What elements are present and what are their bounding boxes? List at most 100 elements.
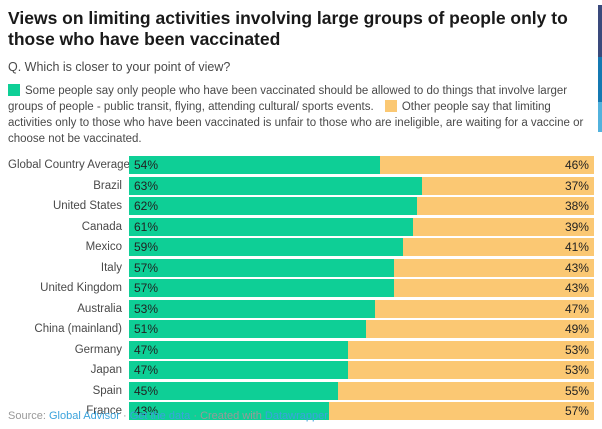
footer: Source: Global Advisor · Get the data · … [8,410,328,422]
bar-value-left: 51% [134,322,159,337]
bar: 43% 57% [129,402,594,421]
datawrapper-link[interactable]: Datawrapper [264,410,328,422]
bar-segment-left: 61% [129,217,413,236]
legend: Some people say only people who have bee… [8,83,592,147]
bar-value-right: 39% [564,219,589,234]
edge-strip-segment [598,5,602,57]
row-label: Mexico [85,241,122,254]
bar-segment-left: 53% [129,299,376,318]
table-row: Global Country Average 54% 46% [8,156,594,175]
bar-value-right: 57% [564,404,589,419]
row-label: China (mainland) [34,323,122,336]
bar-value-left: 54% [134,158,159,173]
source-link[interactable]: Global Advisor [48,410,120,422]
bar: 62% 38% [129,197,594,216]
legend-swatch-green [8,84,20,97]
bar-value-right: 41% [564,240,589,255]
bar-chart: Global Country Average 54% 46% Brazil 63… [8,156,594,421]
bar-segment-right: 37% [421,176,594,195]
row-label: France [86,405,122,418]
bar-value-left: 63% [134,178,159,193]
bar-value-left: 57% [134,260,159,275]
bar-value-right: 38% [564,199,589,214]
row-label: Global Country Average [8,159,130,172]
bar: 47% 53% [129,361,594,380]
bar-value-left: 59% [134,240,159,255]
bar-segment-left: 54% [129,156,381,175]
source-label: Source: [8,410,46,422]
get-the-data-link[interactable]: Get the data [129,410,191,422]
chart-rows: Global Country Average 54% 46% Brazil 63… [8,156,594,421]
row-label: Spain [92,384,122,397]
bar-segment-left: 47% [129,340,348,359]
right-edge-strip [598,5,602,132]
bar-segment-right: 46% [380,156,594,175]
bar: 51% 49% [129,320,594,339]
row-label: United States [52,200,122,213]
bar-value-right: 47% [564,301,589,316]
table-row: China (mainland) 51% 49% [8,320,594,339]
legend-item-vaccinated-only: Some people say only people who have bee… [8,84,568,114]
bar-segment-left: 43% [129,402,329,421]
page-title: Views on limiting activities involving l… [8,8,568,49]
chart-subtitle: Q. Which is closer to your point of view… [8,60,231,75]
table-row: Canada 61% 39% [8,217,594,236]
bar-segment-left: 57% [129,258,395,277]
bar-value-right: 55% [564,383,589,398]
bar-value-right: 43% [564,281,589,296]
table-row: United States 62% 38% [8,197,594,216]
bar-segment-left: 47% [129,361,348,380]
bar: 59% 41% [129,238,594,257]
bar-segment-right: 53% [347,361,594,380]
separator-dot: · [122,410,127,422]
bar-value-left: 53% [134,301,159,316]
bar-segment-left: 62% [129,197,418,216]
legend-label-unfair: Other people say that limiting activitie… [8,101,584,146]
row-label: Germany [74,343,122,356]
bar: 47% 53% [129,340,594,359]
bar-value-left: 47% [134,342,159,357]
bar-segment-left: 45% [129,381,339,400]
row-label: Australia [77,302,122,315]
row-label: Canada [81,220,122,233]
bar-segment-left: 59% [129,238,404,257]
row-label: Brazil [93,179,122,192]
table-row: Italy 57% 43% [8,258,594,277]
row-label: United Kingdom [40,282,122,295]
bar-value-left: 43% [134,404,159,419]
table-row: Mexico 59% 41% [8,238,594,257]
legend-label-vaccinated-only: Some people say only people who have bee… [8,85,568,114]
bar-segment-right: 57% [328,402,594,421]
bar-segment-right: 38% [417,197,594,216]
bar: 57% 43% [129,258,594,277]
bar-segment-left: 51% [129,320,367,339]
bar-value-left: 47% [134,363,159,378]
bar-segment-left: 57% [129,279,395,298]
bar-segment-left: 63% [129,176,422,195]
table-row: Spain 45% 55% [8,381,594,400]
bar-value-right: 49% [564,322,589,337]
bar-segment-right: 41% [403,238,594,257]
bar-segment-right: 49% [366,320,594,339]
created-with-label: Created with [200,410,262,422]
bar-value-right: 43% [564,260,589,275]
bar-value-left: 45% [134,383,159,398]
edge-strip-segment [598,102,602,132]
bar-value-left: 57% [134,281,159,296]
bar-value-right: 53% [564,342,589,357]
table-row: Brazil 63% 37% [8,176,594,195]
table-row: Japan 47% 53% [8,361,594,380]
bar: 63% 37% [129,176,594,195]
bar: 57% 43% [129,279,594,298]
bar: 53% 47% [129,299,594,318]
table-row: France 43% 57% [8,402,594,421]
legend-item-unfair: Other people say that limiting activitie… [8,100,584,146]
bar-value-right: 37% [564,178,589,193]
bar: 61% 39% [129,217,594,236]
bar-segment-right: 55% [338,381,594,400]
bar-value-right: 46% [564,158,589,173]
bar-value-left: 62% [134,199,159,214]
bar-value-right: 53% [564,363,589,378]
bar: 54% 46% [129,156,594,175]
